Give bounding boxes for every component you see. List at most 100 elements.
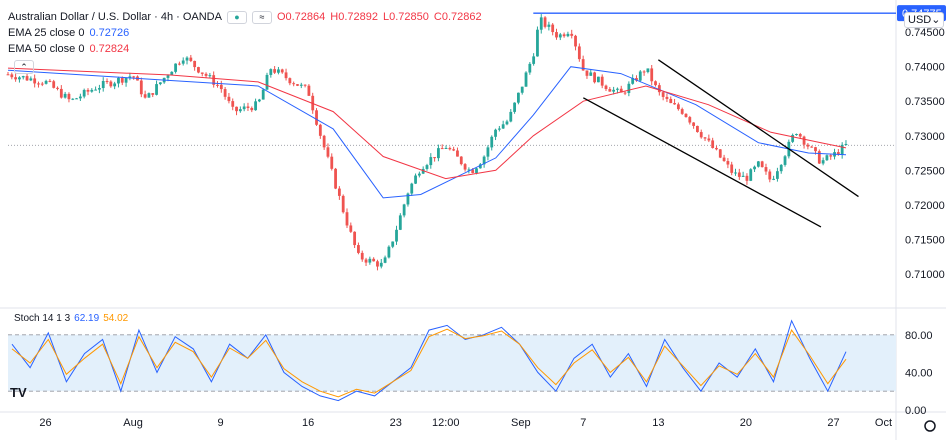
candle-body [417,173,421,176]
currency-selector[interactable]: USD⌄ [904,12,945,28]
stoch-d-value: 54.02 [103,313,129,324]
candle-body [696,125,699,133]
candle-body [288,78,292,84]
candle-body [741,175,745,177]
candle-body [844,143,848,145]
candle-body [376,261,379,267]
candle-body [296,84,299,86]
candle-body [627,83,631,93]
candle-body [551,24,555,33]
candle-body [456,150,459,157]
candle-body [619,88,623,93]
candle-body [357,245,360,253]
candle-body [688,117,692,123]
candle-body [75,98,78,100]
candle-body [768,171,772,180]
x-tick-label: 16 [302,417,314,429]
candle-body [98,88,101,90]
y-tick-label: 0.73500 [905,96,945,108]
candle-body [657,85,661,93]
candle-body [189,57,193,61]
candle-body [204,73,208,76]
candle-body [825,155,829,161]
candle-body [341,195,345,213]
candle-body [680,109,684,114]
candle-body [444,148,448,150]
candle-body [840,144,844,155]
candle-body [360,252,364,260]
candle-body [440,148,444,150]
y-tick-label: 0.74500 [905,27,945,39]
candle-body [10,74,14,78]
candle-body [307,85,311,96]
candle-body [673,103,676,105]
x-tick-label: 26 [39,417,51,429]
ema25-value: 0.72726 [89,27,130,39]
collapse-legend-chevron-up-icon[interactable]: ⌃ [14,60,34,74]
candle-body [646,68,650,73]
candle-body [334,168,337,189]
candle-body [726,161,730,165]
stoch-label[interactable]: Stoch 14 1 3 [14,313,71,324]
x-tick-label: 23 [390,417,402,429]
candle-body [330,156,334,169]
candle-body [669,98,673,104]
candle-body [82,89,86,97]
candle-body [170,71,174,76]
x-tick-label: Oct [875,417,892,429]
candle-body [6,74,10,76]
candle-body [406,193,410,205]
candle-body [21,76,25,78]
candle-body [40,83,44,85]
x-tick-label: 27 [827,417,839,429]
tradingview-logo: TV [10,385,27,400]
candle-body [18,77,21,80]
ema50-label[interactable]: EMA 50 close 0 [8,43,85,55]
market-status-icon[interactable]: ● [226,10,247,24]
y-tick-label: 0.74000 [905,62,945,74]
candle-body [772,178,776,180]
candle-body [574,35,577,47]
candle-body [379,262,383,267]
candle-body [155,84,158,95]
symbol-title[interactable]: Australian Dollar / U.S. Dollar · 4h · O… [8,11,222,23]
candle-body [185,57,189,61]
candle-body [604,85,608,90]
candle-body [48,80,52,82]
candle-body [166,75,170,78]
candle-body [71,98,75,100]
candle-body [231,101,235,107]
chart-legend: Australian Dollar / U.S. Dollar · 4h · O… [8,9,482,57]
candle-body [29,78,33,81]
candle-body [452,149,456,151]
candle-body [654,81,657,86]
ema25-label[interactable]: EMA 25 close 0 [8,27,85,39]
candle-body [372,258,376,262]
candle-body [547,24,551,27]
candle-body [52,81,56,88]
gear-icon[interactable] [924,420,936,432]
candle-body [299,84,303,86]
candle-body [292,83,296,85]
candle-body [665,96,669,99]
candle-body [524,72,528,87]
candle-body [178,63,181,65]
candle-body [817,151,821,164]
y-tick-label: 0.72000 [905,200,945,212]
candle-body [532,56,536,64]
candle-body [631,78,635,84]
candle-body [623,92,627,94]
candle-body [448,148,452,150]
candle-body [779,164,783,172]
candle-body [577,46,581,60]
candle-body [280,69,284,73]
candle-body [585,70,589,76]
candle-body [208,75,212,77]
candle-body [414,175,417,184]
compare-icon[interactable]: ≈ [251,10,272,24]
candle-body [158,82,162,85]
candle-body [676,104,680,110]
candle-body [410,183,414,194]
candle-body [798,134,802,137]
